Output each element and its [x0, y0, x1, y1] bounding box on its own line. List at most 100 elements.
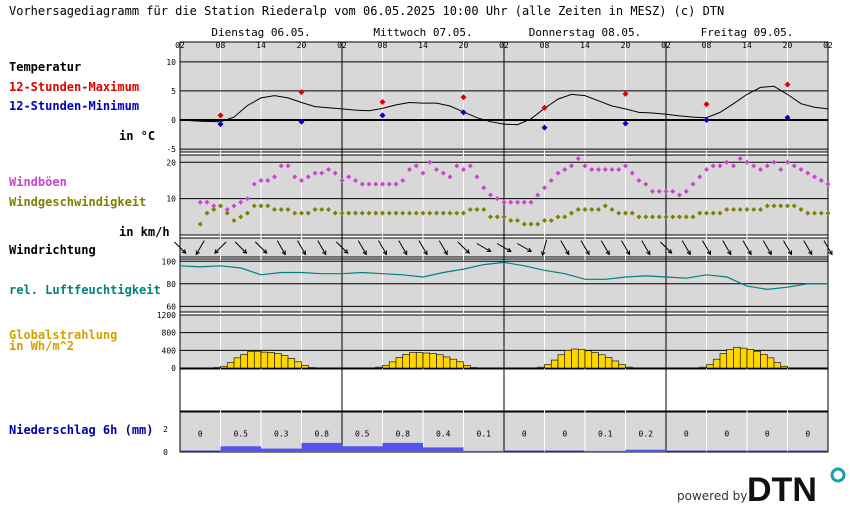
wind-speed-point	[413, 210, 419, 216]
wind-speed-point	[562, 214, 568, 220]
radiation-bar	[301, 365, 309, 369]
arrow-shaft	[398, 240, 408, 255]
hour-tick-label: 14	[742, 41, 752, 50]
wind-gust-point	[677, 192, 682, 198]
wind-gust-point	[670, 188, 676, 194]
wind-gust-point	[683, 188, 689, 194]
wind-speed-point	[744, 207, 750, 213]
arrow-head	[281, 250, 286, 256]
radiation-bar	[287, 357, 296, 369]
max-temperature-point	[703, 101, 710, 108]
wind-speed-point	[474, 207, 480, 213]
arrow-shaft	[173, 241, 187, 254]
wind-gust-point	[656, 188, 662, 194]
arrow-shaft	[254, 241, 268, 254]
wind-gust-point	[305, 174, 311, 180]
wind-gust-point	[373, 181, 379, 187]
radiation-bar	[388, 361, 397, 369]
wind-gust-point	[724, 159, 730, 165]
wind-speed-point	[461, 210, 466, 216]
radiation-bar	[375, 366, 383, 369]
wind-speed-point	[488, 214, 493, 220]
wind-speed-point	[238, 214, 244, 220]
temp-y-tick: 5	[171, 87, 176, 96]
wind-gust-point	[704, 167, 709, 173]
arrow-head	[403, 250, 408, 256]
radiation-bar	[247, 351, 255, 369]
wind-speed-point	[305, 210, 311, 216]
wind-gust-point	[245, 196, 250, 202]
hour-tick-label: 20	[297, 41, 307, 50]
wind-gust-point	[582, 163, 588, 169]
radiation-bar	[699, 366, 707, 369]
radiation-bar	[415, 352, 424, 369]
arrow-shaft	[641, 240, 651, 255]
hour-tick-label: 20	[783, 41, 793, 50]
arrow-shaft	[580, 240, 590, 255]
wind-speed-point	[353, 210, 358, 216]
hour-tick-label: 02	[661, 41, 671, 50]
precipitation-bar	[301, 442, 342, 452]
wind-speed-point	[467, 207, 473, 213]
wind-gust-point	[629, 170, 635, 176]
wind-speed-point	[589, 207, 595, 213]
radiation-bar	[395, 357, 404, 369]
radiation-bar	[625, 366, 633, 369]
wind-speed-point	[758, 207, 763, 213]
wind-speed-point	[825, 210, 831, 216]
min-temperature-point	[217, 121, 224, 128]
wind-speed-point	[609, 207, 615, 213]
arrow-head	[242, 249, 248, 254]
wind-direction-arrow	[600, 240, 610, 256]
radiation-bar	[267, 352, 275, 369]
arrow-shaft	[600, 240, 610, 255]
wind-gust-point	[454, 163, 460, 169]
radiation-bar	[274, 353, 282, 369]
min-temperature-point	[460, 109, 467, 116]
wind-gust-point	[204, 199, 210, 205]
wind-gust-point	[609, 167, 615, 173]
wind-gust-point	[623, 163, 628, 169]
wind-gust-point	[602, 167, 608, 173]
wind-speed-point	[407, 210, 412, 216]
wind-direction-arrow	[681, 240, 691, 256]
precipitation-value-label: 0.5	[355, 430, 370, 439]
wind-gust-point	[312, 170, 318, 176]
radiation-bar	[719, 353, 728, 369]
max-temperature-point	[541, 104, 548, 111]
wind-speed-point	[704, 210, 709, 216]
arrow-head	[808, 250, 813, 256]
wind-gust-point	[447, 174, 453, 180]
arrow-shaft	[335, 241, 349, 254]
wind-speed-point	[224, 210, 230, 216]
radiation-bar	[598, 354, 606, 369]
wind-gust-label: Windböen	[9, 175, 67, 189]
min-temperature-point	[379, 112, 386, 119]
arrow-head	[540, 251, 546, 257]
page-title: Vorhersagediagramm für die Station Riede…	[9, 4, 725, 18]
arrow-head	[667, 249, 673, 254]
radiation-bar	[402, 354, 410, 369]
max-temperature-point	[460, 94, 467, 101]
wind-speed-point	[393, 210, 399, 216]
wind-gust-point	[778, 167, 784, 173]
wind-gust-point	[528, 199, 534, 205]
precipitation-bar	[220, 446, 261, 452]
wind-gust-point	[258, 177, 264, 183]
wind-gust-point	[461, 167, 466, 173]
arrow-head	[727, 250, 732, 256]
precipitation-value-label: 0.8	[396, 430, 411, 439]
wind-direction-arrow	[641, 240, 651, 256]
wind-gust-point	[501, 199, 507, 205]
radiation-bar	[544, 364, 552, 369]
wind-direction-arrow	[398, 240, 408, 256]
radiation-bar	[739, 347, 748, 369]
wind-speed-point	[636, 214, 642, 220]
arrow-head	[828, 250, 833, 256]
precipitation-bar	[382, 442, 423, 452]
radiation-bar	[233, 357, 242, 369]
wind-gust-point	[589, 167, 595, 173]
arrow-head	[301, 250, 307, 256]
arrow-head	[262, 249, 268, 254]
wind-gust-point	[825, 181, 831, 187]
